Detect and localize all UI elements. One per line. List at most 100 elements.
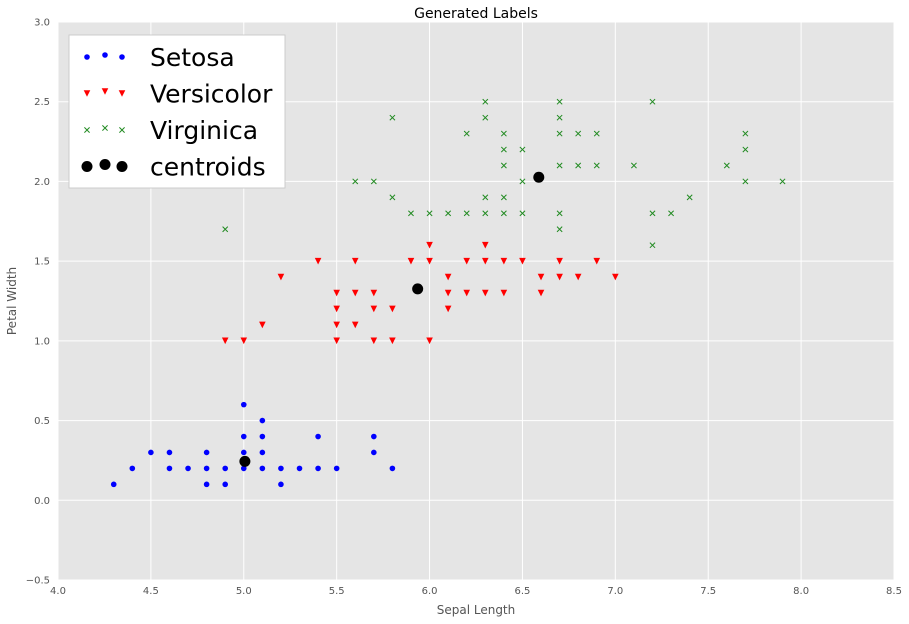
setosa-point [333, 465, 340, 472]
virginica-point [500, 130, 507, 137]
x-tick-label: 6.0 [422, 586, 438, 597]
virginica-point [482, 194, 489, 201]
versicolor-point [314, 257, 322, 265]
legend: Setosa Versicolor Virginica centroids [68, 34, 286, 189]
setosa-point [259, 449, 266, 456]
setosa-point [203, 465, 210, 472]
virginica-point [222, 226, 229, 233]
legend-label: Setosa [150, 43, 235, 72]
series-virginica [222, 98, 786, 249]
legend-marker [102, 125, 108, 131]
legend-marker [119, 54, 125, 60]
versicolor-point [333, 289, 340, 297]
virginica-point [575, 162, 582, 169]
virginica-point [500, 162, 507, 169]
versicolor-point [333, 305, 340, 313]
versicolor-point [407, 257, 415, 265]
virginica-point [668, 210, 675, 217]
virginica-point [519, 210, 526, 217]
series-centroids [239, 171, 545, 467]
legend-marker [119, 127, 125, 133]
gridlines [57, 21, 895, 581]
versicolor-point [500, 289, 508, 297]
versicolor-point [481, 241, 489, 249]
versicolor-point [444, 273, 452, 281]
setosa-point [148, 449, 154, 456]
setosa-point [110, 481, 117, 488]
virginica-point [389, 194, 396, 201]
virginica-point [742, 178, 749, 185]
x-tick-label: 5.0 [236, 586, 252, 597]
legend-entry: Versicolor [83, 80, 273, 109]
versicolor-point [351, 289, 359, 297]
setosa-point [240, 433, 247, 440]
x-tick-label: 4.0 [50, 586, 66, 597]
legend-marker [84, 54, 90, 60]
versicolor-point [556, 257, 563, 265]
virginica-point [482, 98, 489, 105]
virginica-point [556, 226, 563, 233]
versicolor-point [240, 337, 248, 345]
versicolor-point [537, 289, 545, 297]
versicolor-point [481, 257, 489, 265]
virginica-point [779, 178, 786, 185]
virginica-point [482, 114, 489, 121]
versicolor-point [444, 289, 452, 297]
y-tick-label: 0.5 [34, 416, 50, 427]
setosa-point [315, 433, 321, 440]
setosa-point [371, 433, 377, 440]
centroids-point [533, 171, 545, 183]
versicolor-point [481, 289, 489, 297]
virginica-point [519, 178, 526, 185]
setosa-point [222, 481, 228, 488]
versicolor-point [444, 305, 452, 313]
virginica-point [482, 210, 489, 217]
versicolor-point [426, 241, 433, 249]
x-tick-label: 6.5 [514, 586, 530, 597]
versicolor-point [463, 289, 471, 297]
virginica-point [649, 242, 656, 249]
y-tick-label: 0.0 [34, 496, 50, 507]
versicolor-point [221, 337, 229, 345]
x-tick-label: 4.5 [143, 586, 159, 597]
virginica-point [593, 130, 600, 137]
versicolor-point [426, 257, 433, 265]
versicolor-point [370, 289, 378, 297]
virginica-point [649, 98, 656, 105]
setosa-point [278, 481, 284, 488]
legend-marker [83, 90, 91, 97]
setosa-point [315, 465, 321, 472]
x-tick-label: 5.5 [329, 586, 345, 597]
virginica-point [593, 162, 600, 169]
legend-marker [118, 90, 126, 97]
versicolor-point [612, 273, 619, 281]
legend-marker [81, 161, 93, 172]
setosa-point [203, 449, 210, 456]
virginica-point [408, 210, 414, 217]
x-tick-label: 7.0 [607, 586, 623, 597]
virginica-point [445, 210, 452, 217]
y-tick-label: 2.5 [34, 97, 50, 108]
axis-ticks: 4.0 4.5 5.0 5.5 6.0 6.5 7.0 7.5 8.0 8.5 −0.5 0.0 0.5… [26, 18, 902, 598]
setosa-point [166, 449, 173, 456]
versicolor-point [259, 321, 266, 329]
setosa-point [240, 401, 247, 408]
virginica-point [556, 210, 563, 217]
x-tick-label: 7.5 [700, 586, 716, 597]
x-tick-label: 8.5 [886, 586, 902, 597]
versicolor-point [333, 337, 340, 345]
setosa-point [259, 465, 266, 472]
versicolor-point [370, 305, 378, 313]
legend-marker [116, 161, 128, 172]
legend-marker [102, 52, 108, 58]
virginica-point [742, 130, 749, 137]
data-points [110, 98, 786, 488]
y-tick-label: −0.5 [26, 576, 50, 587]
setosa-point [185, 465, 191, 472]
virginica-point [500, 146, 507, 153]
virginica-point [352, 178, 359, 185]
setosa-point [129, 465, 136, 472]
virginica-point [463, 210, 470, 217]
virginica-point [426, 210, 433, 217]
